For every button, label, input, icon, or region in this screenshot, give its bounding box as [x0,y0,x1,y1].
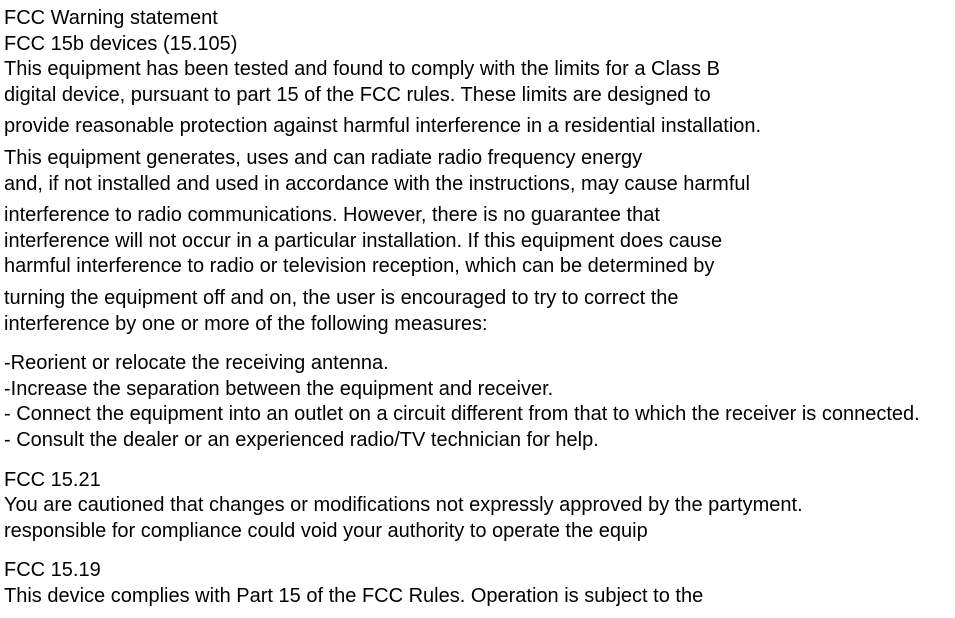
text-line: interference to radio communications. Ho… [4,203,951,229]
text-line: responsible for compliance could void yo… [4,519,951,545]
text-line: -Reorient or relocate the receiving ante… [4,351,951,377]
text-line: interference by one or more of the follo… [4,312,951,338]
text-line: digital device, pursuant to part 15 of t… [4,83,951,109]
text-line: -Increase the separation between the equ… [4,377,951,403]
text-line: turning the equipment off and on, the us… [4,286,951,312]
text-line: - Connect the equipment into an outlet o… [4,402,951,428]
text-line: provide reasonable protection against ha… [4,114,951,140]
text-line: harmful interference to radio or televis… [4,254,951,280]
text-line: This equipment has been tested and found… [4,57,951,83]
document-body: FCC Warning statement FCC 15b devices (1… [4,6,951,609]
text-line: and, if not installed and used in accord… [4,172,951,198]
text-line: This equipment generates, uses and can r… [4,146,951,172]
text-line: - Consult the dealer or an experienced r… [4,428,951,454]
text-line: interference will not occur in a particu… [4,229,951,255]
text-line: FCC 15.21 [4,468,951,494]
text-line: You are cautioned that changes or modifi… [4,493,951,519]
text-line: FCC Warning statement [4,6,951,32]
text-line: This device complies with Part 15 of the… [4,584,951,610]
text-line: FCC 15b devices (15.105) [4,32,951,58]
text-line: FCC 15.19 [4,558,951,584]
